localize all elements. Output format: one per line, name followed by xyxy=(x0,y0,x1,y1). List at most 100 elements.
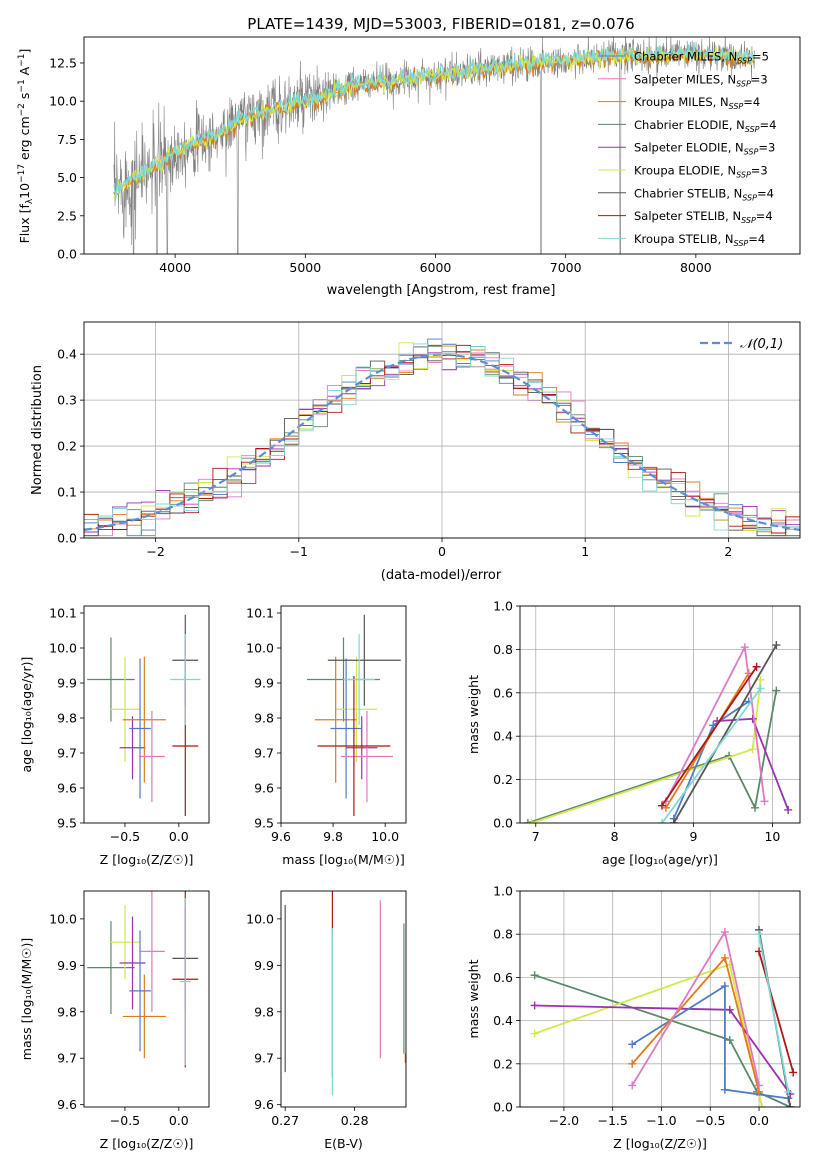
weight-point-marker xyxy=(751,803,760,812)
legend-entry-nssp: =5 xyxy=(752,50,769,64)
y-tick-label: 12.5 xyxy=(49,55,77,70)
spectrum-y-label-exp3: −1 xyxy=(17,79,27,92)
x-tick-label: 0 xyxy=(438,544,446,559)
y-axis-label: mass [log₁₀(M/M☉)] xyxy=(19,938,34,1060)
legend-entry-nssp: =4 xyxy=(760,118,777,132)
weight-point-marker xyxy=(628,1059,637,1068)
errorbar-point xyxy=(109,656,141,762)
weight-point-marker xyxy=(530,1029,539,1038)
legend-entry-label: Kroupa MILES, NSSP=4 xyxy=(634,95,760,111)
legend-entry-name: Kroupa MILES, N xyxy=(634,95,729,109)
y-tick-label: 0.1 xyxy=(57,485,77,500)
legend-entry-label: Chabrier ELODIE, NSSP=4 xyxy=(634,118,776,134)
errorbar-point xyxy=(119,716,146,780)
spectrum-y-label-exp1: −17 xyxy=(17,164,27,183)
errorbar-point xyxy=(314,656,357,783)
weight-point-marker xyxy=(725,1005,734,1014)
y-tick-label: 0.4 xyxy=(493,729,513,744)
errorbar-point xyxy=(327,614,401,706)
x-tick-label: −2.0 xyxy=(549,1113,579,1128)
x-tick-label: 7000 xyxy=(550,260,582,275)
x-axis-label: Z [log₁₀(Z/Z☉)] xyxy=(613,1136,707,1151)
weight-point-marker xyxy=(720,1085,729,1094)
weight-point-marker xyxy=(756,684,765,693)
y-tick-label: 9.9 xyxy=(254,958,274,973)
weight-point-marker xyxy=(669,819,678,823)
legend-entry-label: Salpeter ELODIE, NSSP=3 xyxy=(634,141,775,157)
x-tick-label: 2 xyxy=(724,544,732,559)
legend-entry-label: Chabrier STELIB, NSSP=4 xyxy=(634,186,774,202)
x-tick-label: −0.5 xyxy=(110,1113,140,1128)
weight-point-marker xyxy=(720,928,729,937)
legend-entry-label: Salpeter MILES, NSSP=3 xyxy=(634,72,768,88)
figure-title: PLATE=1439, MJD=53003, FIBERID=0181, z=0… xyxy=(247,15,634,33)
weight-lines xyxy=(530,925,798,1107)
y-tick-label: 10.0 xyxy=(49,911,77,926)
spectrum-y-label-unit: erg cm xyxy=(17,116,32,164)
axes-frame xyxy=(83,321,801,539)
legend-entry-name: Chabrier STELIB, N xyxy=(634,186,742,200)
x-tick-label: 7 xyxy=(532,829,540,844)
errorbar-point xyxy=(343,634,375,725)
mass-ebv-panel: 0.27 0.28 9.6 9.7 9.8 9.9 10.0 E(B-V) xyxy=(246,890,407,1151)
x-axis-label: E(B-V) xyxy=(324,1136,363,1151)
reference-legend-label: 𝒩(0,1) xyxy=(740,337,783,352)
y-tick-label: 9.6 xyxy=(254,781,274,796)
y-tick-label: 0.2 xyxy=(493,1056,513,1071)
legend-entry-name: Chabrier MILES, N xyxy=(634,50,737,64)
weight-point-marker xyxy=(628,1040,637,1049)
errorbar-group xyxy=(284,891,406,1096)
x-tick-label: 0.0 xyxy=(169,1113,189,1128)
legend-entry-subscript: SSP xyxy=(736,79,751,88)
errorbar-point xyxy=(129,930,151,1052)
weight-series-line xyxy=(661,687,762,823)
spectrum-panel: 4000 5000 6000 7000 8000 0.0 2.5 5.0 7.5 10.0 12.5… xyxy=(17,36,801,298)
errorbar-point xyxy=(87,921,135,1015)
model-spectrum-line xyxy=(113,41,755,200)
spectrum-y-label-exp4: −1 xyxy=(17,54,27,67)
legend-entry-label: Kroupa STELIB, NSSP=4 xyxy=(634,232,765,248)
x-tick-label: −1 xyxy=(290,544,308,559)
x-tick-label: 0.0 xyxy=(169,829,189,844)
x-tick-label: −1.5 xyxy=(598,1113,628,1128)
errorbar-point xyxy=(170,634,201,725)
y-tick-label: 7.5 xyxy=(57,132,77,147)
y-tick-label: 9.9 xyxy=(254,676,274,691)
y-axis-label: age [log₁₀(age/yr)] xyxy=(19,657,34,773)
axes-frame xyxy=(83,890,210,1108)
y-tick-label: 0.8 xyxy=(493,927,513,942)
legend-entry-nssp: =4 xyxy=(743,95,760,109)
spectrum-axes: 4000 5000 6000 7000 8000 0.0 2.5 5.0 7.5 10.0 12.5 xyxy=(49,36,801,275)
legend-entry-nssp: =4 xyxy=(748,232,765,246)
weight-lines xyxy=(523,641,793,823)
y-tick-label: 9.7 xyxy=(57,1051,77,1066)
x-tick-label: 9 xyxy=(690,829,698,844)
errorbar-point xyxy=(179,897,191,1066)
y-tick-label: 0.0 xyxy=(57,531,77,546)
legend-entry-subscript: SSP xyxy=(737,57,752,66)
axes-frame xyxy=(519,605,801,824)
axes-frame xyxy=(280,890,407,1108)
spectrum-y-label-ten: 10 xyxy=(17,183,32,199)
legend-entry-nssp: =4 xyxy=(756,209,773,223)
weight-point-marker xyxy=(720,982,729,991)
axes-frame xyxy=(83,605,210,824)
x-tick-label: −0.5 xyxy=(110,829,140,844)
errorbar-group xyxy=(87,891,199,1068)
errorbar-point xyxy=(138,891,165,1012)
y-tick-label: 9.8 xyxy=(57,711,77,726)
weight-point-marker xyxy=(755,1081,764,1090)
legend-entry-label: Chabrier MILES, NSSP=5 xyxy=(634,50,769,66)
weight-point-marker xyxy=(784,805,793,814)
legend-entry-name: Salpeter STELIB, N xyxy=(634,209,741,223)
errorbar-point xyxy=(87,637,135,722)
spectrum-y-label-a: A xyxy=(17,66,32,79)
y-tick-label: 0.2 xyxy=(493,772,513,787)
y-tick-label: 0.0 xyxy=(493,1100,513,1115)
spectrum-lines xyxy=(113,37,755,254)
x-tick-label: 10.0 xyxy=(371,829,399,844)
weight-point-marker xyxy=(657,819,666,823)
massweight-z-panel: −2.0 −1.5 −1.0 −0.5 0.0 0.0 0.2 0.4 0.6 0.8 1.0 Z [… xyxy=(466,884,801,1151)
y-tick-label: 10.0 xyxy=(49,641,77,656)
